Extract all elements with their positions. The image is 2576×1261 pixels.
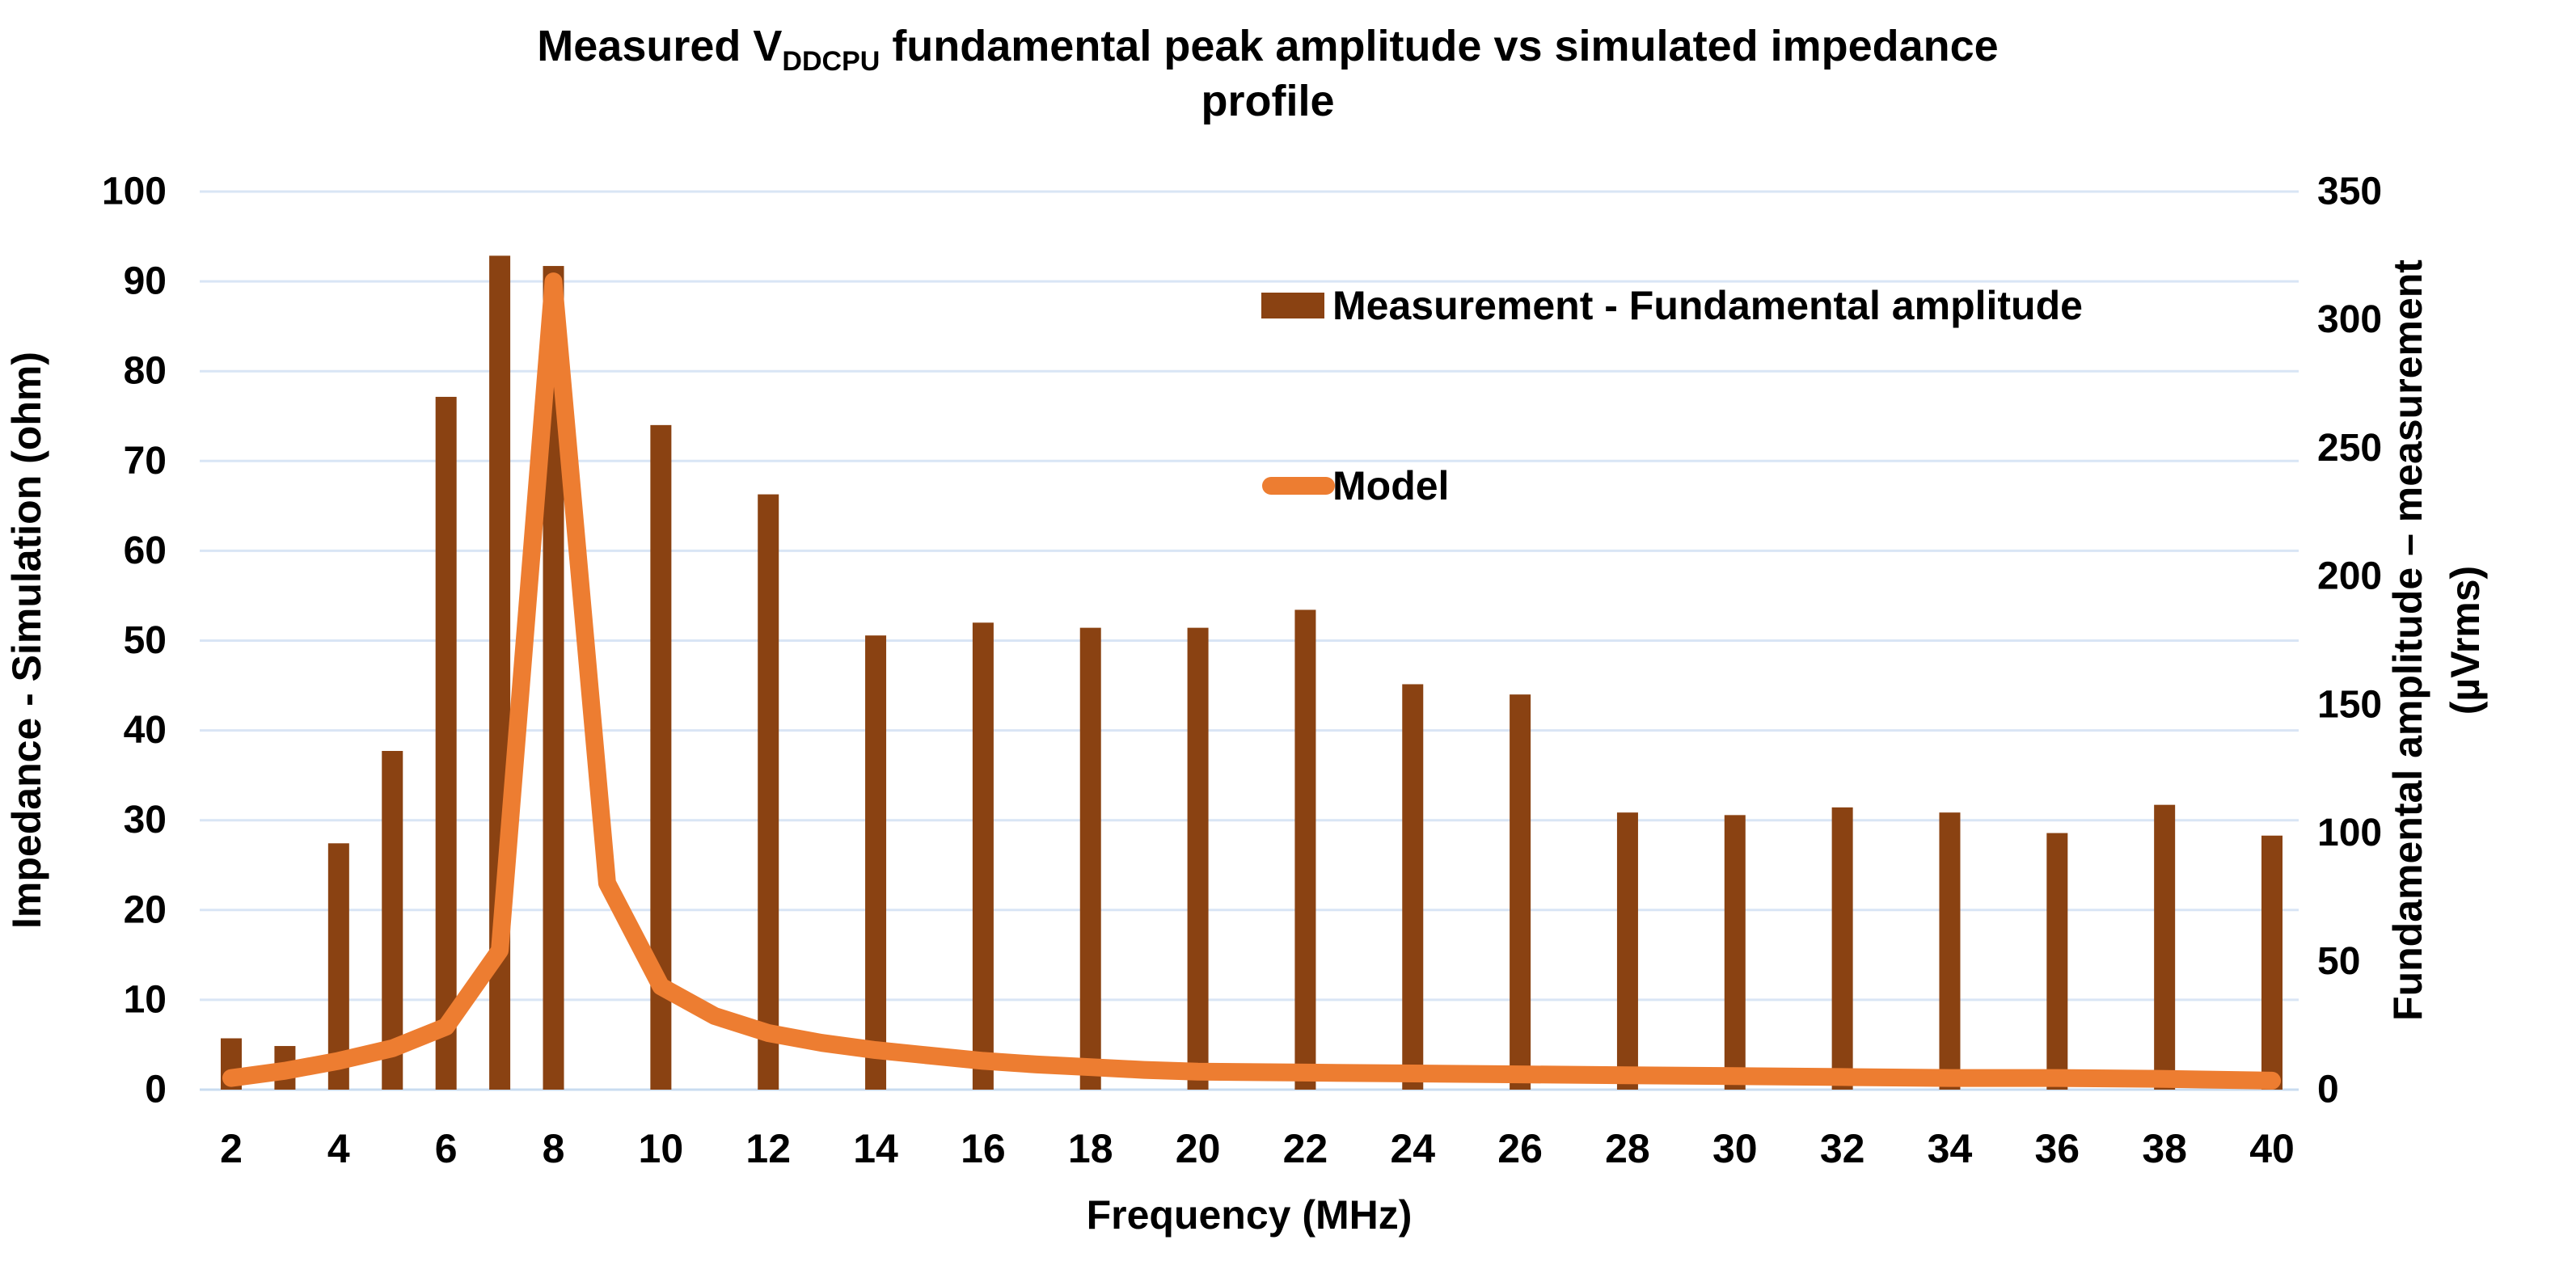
left-axis-title: Impedance - Simulation (ohm): [4, 352, 49, 929]
legend-swatch-measurement: [1261, 293, 1324, 318]
bar-26MHz: [1510, 694, 1531, 1090]
left-tick-30: 30: [124, 799, 167, 841]
x-tick-4: 4: [327, 1126, 350, 1171]
right-tick-50: 50: [2317, 940, 2360, 983]
x-tick-34: 34: [1928, 1126, 1973, 1171]
bar-20MHz: [1187, 627, 1209, 1090]
left-tick-70: 70: [124, 440, 167, 483]
right-tick-350: 350: [2317, 171, 2382, 213]
model-line-series: [222, 272, 2281, 1090]
x-tick-28: 28: [1605, 1126, 1650, 1171]
left-tick-10: 10: [124, 978, 167, 1021]
right-tick-150: 150: [2317, 683, 2382, 726]
x-tick-12: 12: [745, 1126, 791, 1171]
bar-38MHz: [2154, 804, 2176, 1090]
x-axis-title: Frequency (MHz): [1087, 1192, 1413, 1238]
left-tick-20: 20: [124, 888, 167, 931]
right-tick-100: 100: [2317, 812, 2382, 854]
x-tick-38: 38: [2142, 1126, 2187, 1171]
x-tick-2: 2: [220, 1126, 243, 1171]
left-tick-40: 40: [124, 709, 167, 752]
bar-22MHz: [1294, 609, 1316, 1090]
right-tick-300: 300: [2317, 298, 2382, 341]
right-tick-250: 250: [2317, 427, 2382, 470]
bar-14MHz: [865, 635, 887, 1090]
x-tick-30: 30: [1712, 1126, 1758, 1171]
bar-34MHz: [1939, 812, 1961, 1090]
legend-label-model: Model: [1332, 463, 1449, 508]
x-tick-22: 22: [1283, 1126, 1328, 1171]
x-tick-26: 26: [1497, 1126, 1543, 1171]
left-axis-tick-labels: 0 10 20 30 40 50 60 70 80 90 100: [102, 171, 167, 1111]
x-tick-16: 16: [961, 1126, 1006, 1171]
left-tick-90: 90: [124, 260, 167, 303]
x-tick-20: 20: [1176, 1126, 1221, 1171]
bar-32MHz: [1831, 807, 1853, 1090]
bar-6MHz: [435, 396, 457, 1090]
chart-title-line1: Measured VDDCPU fundamental peak amplitu…: [537, 22, 1998, 77]
bar-28MHz: [1616, 812, 1638, 1090]
bar-40MHz: [2261, 835, 2283, 1090]
bar-12MHz: [758, 494, 779, 1090]
left-tick-60: 60: [124, 529, 167, 572]
left-tick-50: 50: [124, 619, 167, 662]
bar-5MHz: [382, 750, 403, 1090]
x-tick-10: 10: [639, 1126, 684, 1171]
x-tick-6: 6: [435, 1126, 458, 1171]
x-axis-tick-labels: 2 4 6 8 10 12 14 16 18 20 22 24 26 28 30 32 34 36 38 40: [220, 1126, 2295, 1171]
right-tick-0: 0: [2317, 1069, 2339, 1111]
bar-30MHz: [1724, 815, 1746, 1090]
bar-18MHz: [1079, 627, 1101, 1090]
x-tick-24: 24: [1390, 1126, 1435, 1171]
right-tick-200: 200: [2317, 555, 2382, 598]
left-tick-0: 0: [145, 1069, 167, 1111]
legend-label-measurement: Measurement - Fundamental amplitude: [1332, 283, 2083, 328]
bar-36MHz: [2046, 833, 2068, 1090]
bar-24MHz: [1402, 684, 1424, 1090]
x-tick-36: 36: [2035, 1126, 2080, 1171]
bar-16MHz: [972, 622, 994, 1090]
left-tick-80: 80: [124, 350, 167, 393]
left-tick-100: 100: [102, 171, 167, 213]
right-axis-tick-labels: 0 50 100 150 200 250 300 350: [2317, 171, 2382, 1111]
x-tick-8: 8: [543, 1126, 565, 1171]
legend: Measurement - Fundamental amplitude Mode…: [1261, 283, 2083, 508]
bar-4MHz: [327, 843, 349, 1090]
x-tick-40: 40: [2249, 1126, 2295, 1171]
right-axis-title-line1: Fundamental amplitude – measurement: [2385, 259, 2430, 1021]
x-tick-18: 18: [1068, 1126, 1113, 1171]
right-axis-title-line2: (µVrms): [2443, 566, 2488, 715]
chart-title-line2: profile: [1201, 77, 1334, 125]
x-tick-32: 32: [1820, 1126, 1865, 1171]
x-tick-14: 14: [853, 1126, 898, 1171]
